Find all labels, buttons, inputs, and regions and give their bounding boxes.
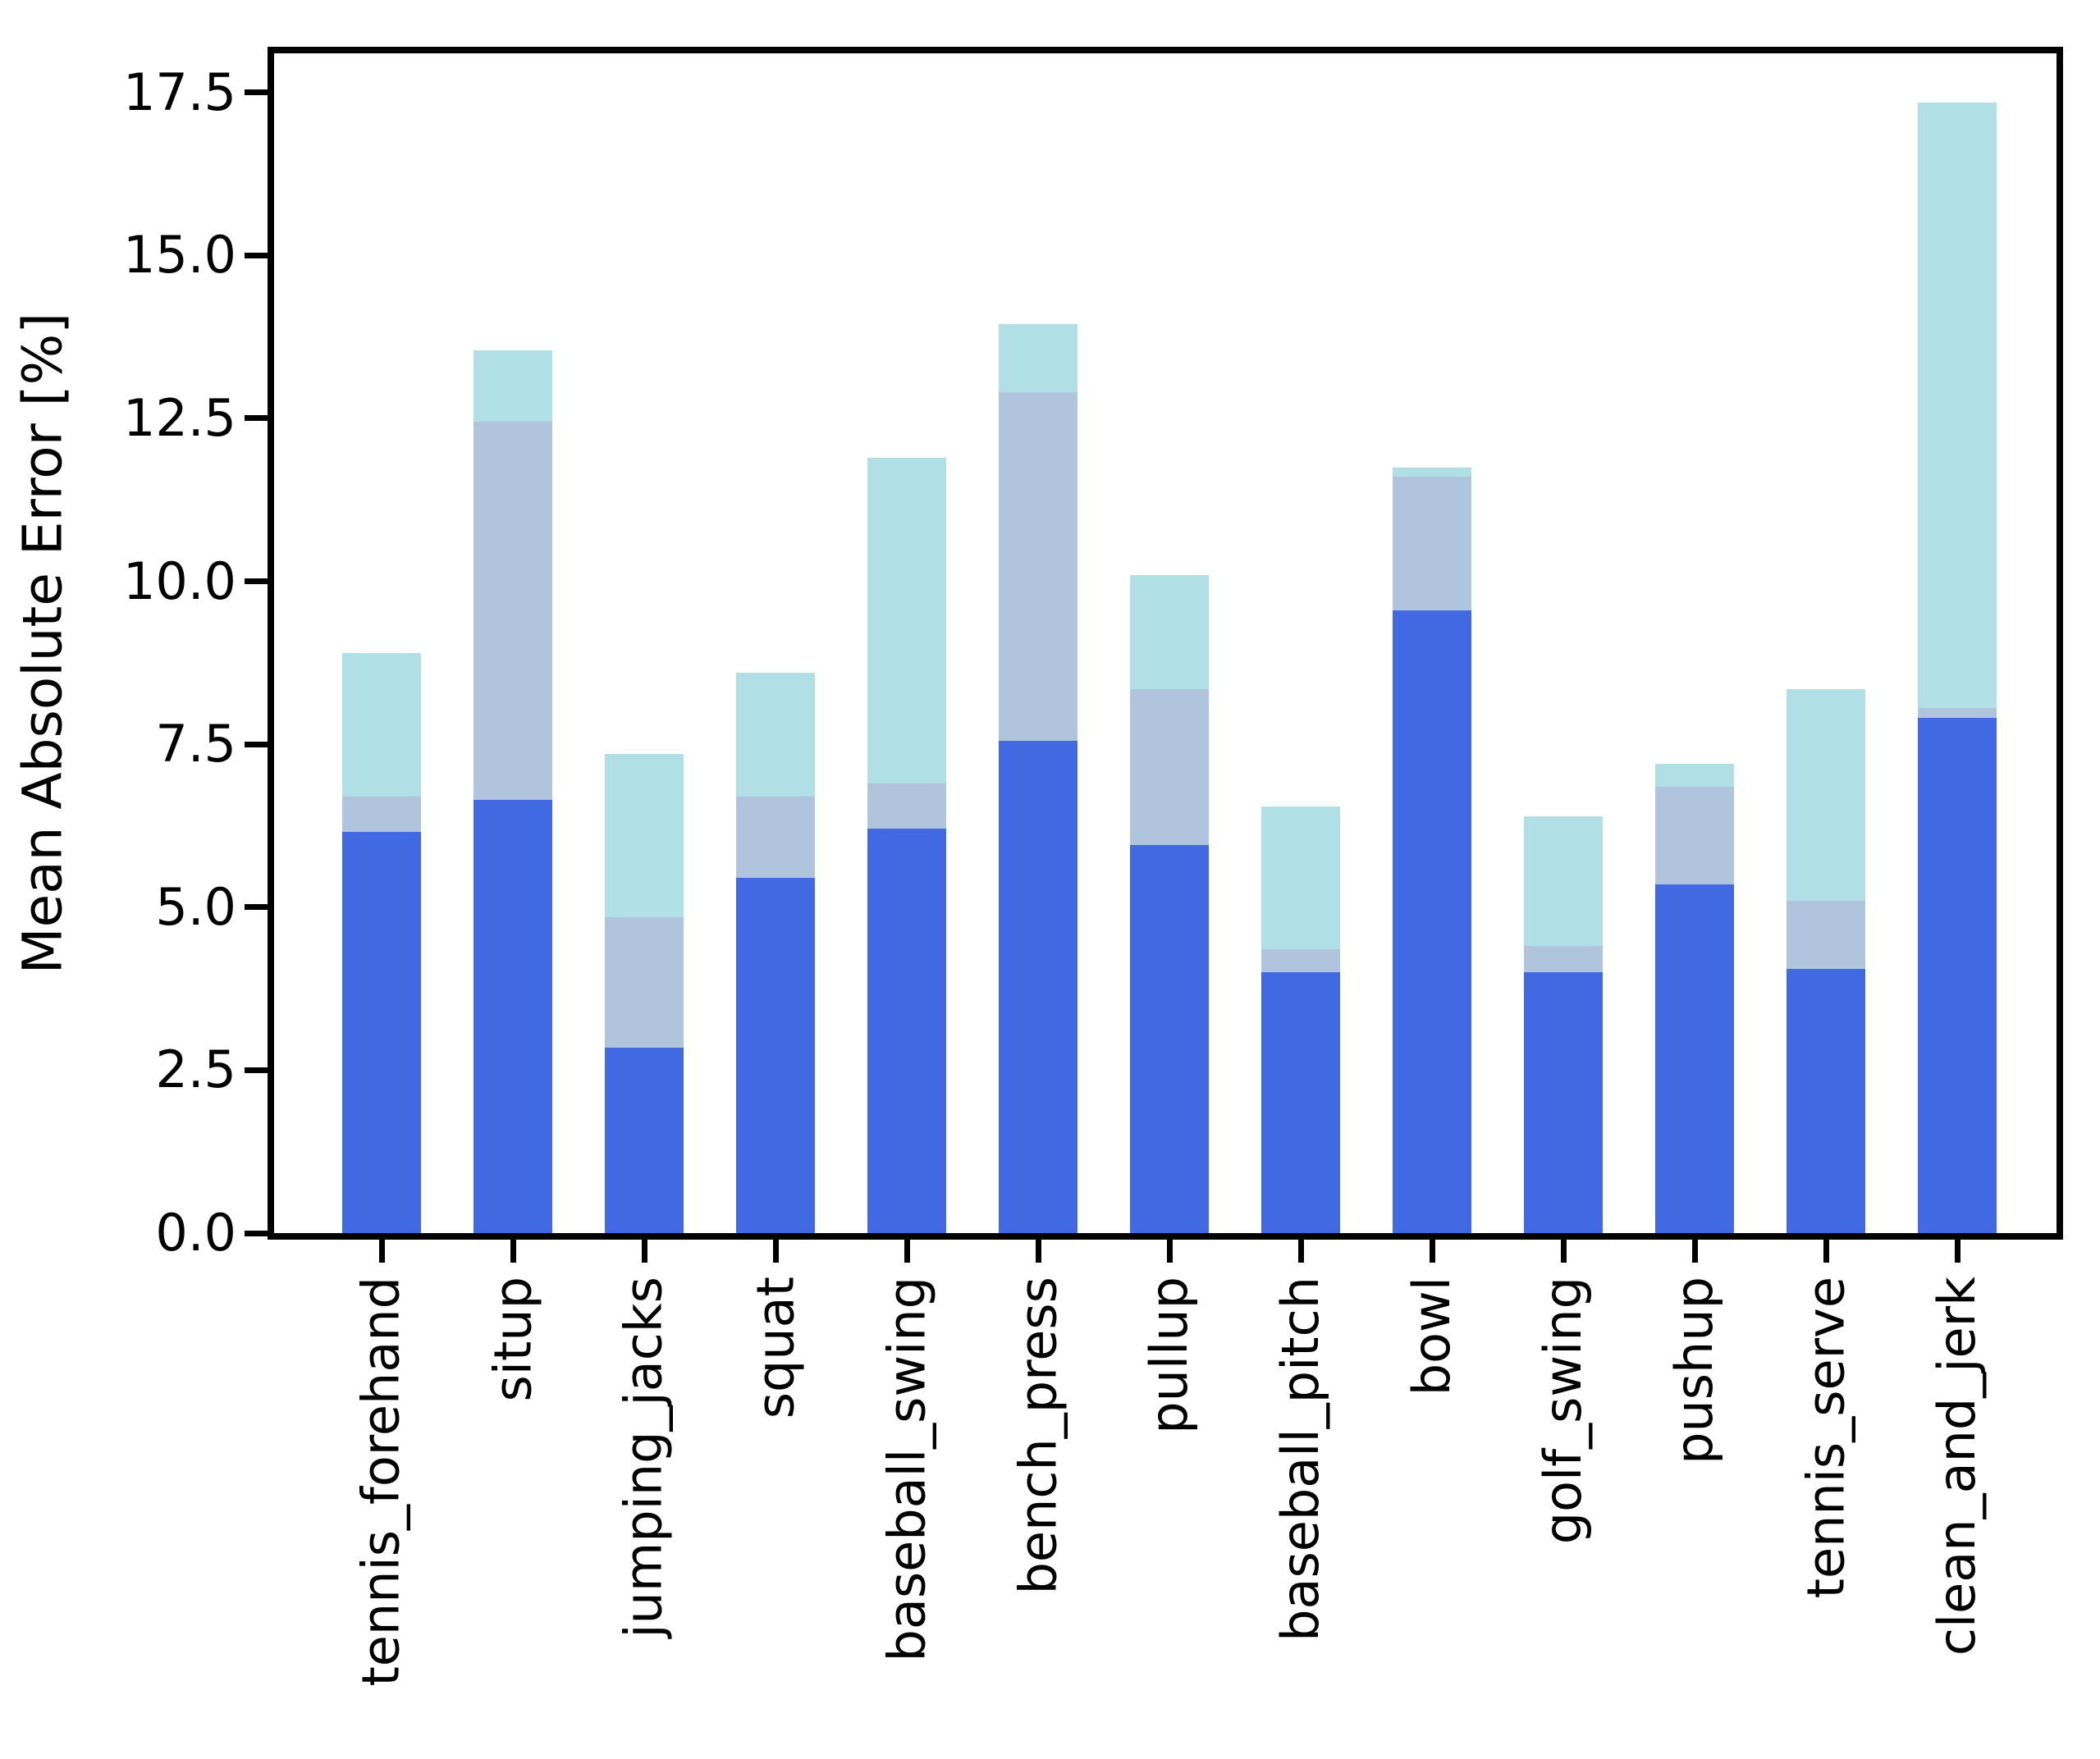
x-tick-label-pullup: pullup bbox=[1139, 1277, 1199, 1434]
y-tick-label: 5.0 bbox=[155, 876, 236, 937]
y-tick-mark bbox=[245, 89, 268, 96]
y-axis-label: Mean Absolute Error [%] bbox=[11, 313, 74, 975]
bar-segment-baseball_swing bbox=[867, 829, 946, 1233]
y-tick-label: 17.5 bbox=[122, 62, 236, 122]
bar-segment-bench_press bbox=[999, 741, 1077, 1233]
x-tick-label-jumping_jacks: jumping_jacks bbox=[614, 1277, 674, 1638]
y-tick-mark bbox=[245, 904, 268, 911]
x-tick-label-bench_press: bench_press bbox=[1008, 1277, 1068, 1595]
bar-segment-baseball_pitch bbox=[1261, 972, 1340, 1233]
bar-segment-golf_swing bbox=[1524, 972, 1603, 1233]
x-tick-label-clean_and_jerk: clean_and_jerk bbox=[1927, 1277, 1987, 1656]
x-tick-mark bbox=[1166, 1240, 1173, 1263]
bar-segment-bowl bbox=[1393, 610, 1471, 1233]
y-tick-mark bbox=[245, 741, 268, 747]
bar-segment-situp bbox=[474, 799, 552, 1233]
y-tick-label: 7.5 bbox=[155, 714, 236, 774]
x-tick-mark bbox=[772, 1240, 779, 1263]
bar-segment-jumping_jacks bbox=[605, 1047, 684, 1233]
x-tick-mark bbox=[1823, 1240, 1829, 1263]
x-tick-mark bbox=[510, 1240, 516, 1263]
x-tick-label-bowl: bowl bbox=[1402, 1277, 1462, 1396]
bar-segment-pullup bbox=[1130, 845, 1209, 1233]
x-tick-mark bbox=[1691, 1240, 1698, 1263]
x-tick-mark bbox=[378, 1240, 385, 1263]
y-tick-label: 12.5 bbox=[122, 387, 236, 448]
bar-segment-squat bbox=[736, 878, 815, 1233]
y-tick-label: 0.0 bbox=[155, 1203, 236, 1263]
y-tick-mark bbox=[245, 578, 268, 585]
bar-segment-pushup bbox=[1655, 884, 1734, 1233]
x-tick-mark bbox=[641, 1240, 647, 1263]
bar-segment-clean_and_jerk bbox=[1918, 718, 1997, 1233]
y-tick-mark bbox=[245, 252, 268, 258]
x-tick-mark bbox=[1560, 1240, 1567, 1263]
x-tick-label-squat: squat bbox=[745, 1277, 805, 1419]
bar-segment-tennis_forehand bbox=[342, 832, 421, 1233]
y-tick-mark bbox=[245, 415, 268, 422]
x-tick-label-baseball_pitch: baseball_pitch bbox=[1270, 1277, 1330, 1642]
x-tick-label-tennis_forehand: tennis_forehand bbox=[351, 1277, 411, 1687]
y-tick-label: 2.5 bbox=[155, 1039, 236, 1100]
x-tick-mark bbox=[1429, 1240, 1435, 1263]
x-tick-label-golf_swing: golf_swing bbox=[1533, 1277, 1593, 1545]
bars-layer bbox=[274, 53, 2057, 1233]
y-tick-mark bbox=[245, 1230, 268, 1236]
x-tick-mark bbox=[904, 1240, 910, 1263]
y-tick-mark bbox=[245, 1067, 268, 1073]
x-tick-label-situp: situp bbox=[483, 1277, 542, 1402]
y-tick-label: 15.0 bbox=[122, 225, 236, 286]
x-tick-mark bbox=[1954, 1240, 1960, 1263]
bar-segment-tennis_serve bbox=[1787, 969, 1865, 1233]
x-tick-label-tennis_serve: tennis_serve bbox=[1796, 1277, 1855, 1599]
y-tick-label: 10.0 bbox=[122, 551, 236, 611]
x-tick-label-baseball_swing: baseball_swing bbox=[876, 1277, 936, 1662]
x-tick-mark bbox=[1297, 1240, 1304, 1263]
x-tick-mark bbox=[1035, 1240, 1041, 1263]
x-tick-label-pushup: pushup bbox=[1664, 1277, 1724, 1464]
